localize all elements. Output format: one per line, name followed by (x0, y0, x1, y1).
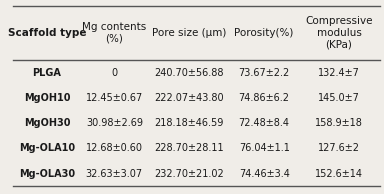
Text: 152.6±14: 152.6±14 (315, 169, 363, 179)
Text: 30.98±2.69: 30.98±2.69 (86, 118, 143, 128)
Text: 0: 0 (111, 68, 118, 78)
Text: 72.48±8.4: 72.48±8.4 (239, 118, 290, 128)
Text: Scaffold type: Scaffold type (8, 28, 86, 38)
Text: 76.04±1.1: 76.04±1.1 (239, 143, 290, 153)
Text: 32.63±3.07: 32.63±3.07 (86, 169, 143, 179)
Text: 158.9±18: 158.9±18 (315, 118, 363, 128)
Text: 228.70±28.11: 228.70±28.11 (154, 143, 224, 153)
Text: 222.07±43.80: 222.07±43.80 (154, 93, 224, 103)
Text: 132.4±7: 132.4±7 (318, 68, 360, 78)
Text: Compressive
modulus
(KPa): Compressive modulus (KPa) (305, 16, 373, 50)
Text: PLGA: PLGA (33, 68, 61, 78)
Text: MgOH10: MgOH10 (24, 93, 70, 103)
Text: Mg-OLA30: Mg-OLA30 (19, 169, 75, 179)
Text: 73.67±2.2: 73.67±2.2 (238, 68, 290, 78)
Text: 74.46±3.4: 74.46±3.4 (239, 169, 290, 179)
Text: 74.86±6.2: 74.86±6.2 (239, 93, 290, 103)
Text: MgOH30: MgOH30 (24, 118, 70, 128)
Text: 12.45±0.67: 12.45±0.67 (86, 93, 143, 103)
Text: Mg-OLA10: Mg-OLA10 (19, 143, 75, 153)
Text: 12.68±0.60: 12.68±0.60 (86, 143, 143, 153)
Text: Porosity(%): Porosity(%) (235, 28, 294, 38)
Text: 218.18±46.59: 218.18±46.59 (155, 118, 224, 128)
Text: 232.70±21.02: 232.70±21.02 (154, 169, 224, 179)
Text: 127.6±2: 127.6±2 (318, 143, 360, 153)
Text: 240.70±56.88: 240.70±56.88 (154, 68, 224, 78)
Text: Mg contents
(%): Mg contents (%) (82, 22, 146, 44)
Text: Pore size (μm): Pore size (μm) (152, 28, 227, 38)
Text: 145.0±7: 145.0±7 (318, 93, 360, 103)
